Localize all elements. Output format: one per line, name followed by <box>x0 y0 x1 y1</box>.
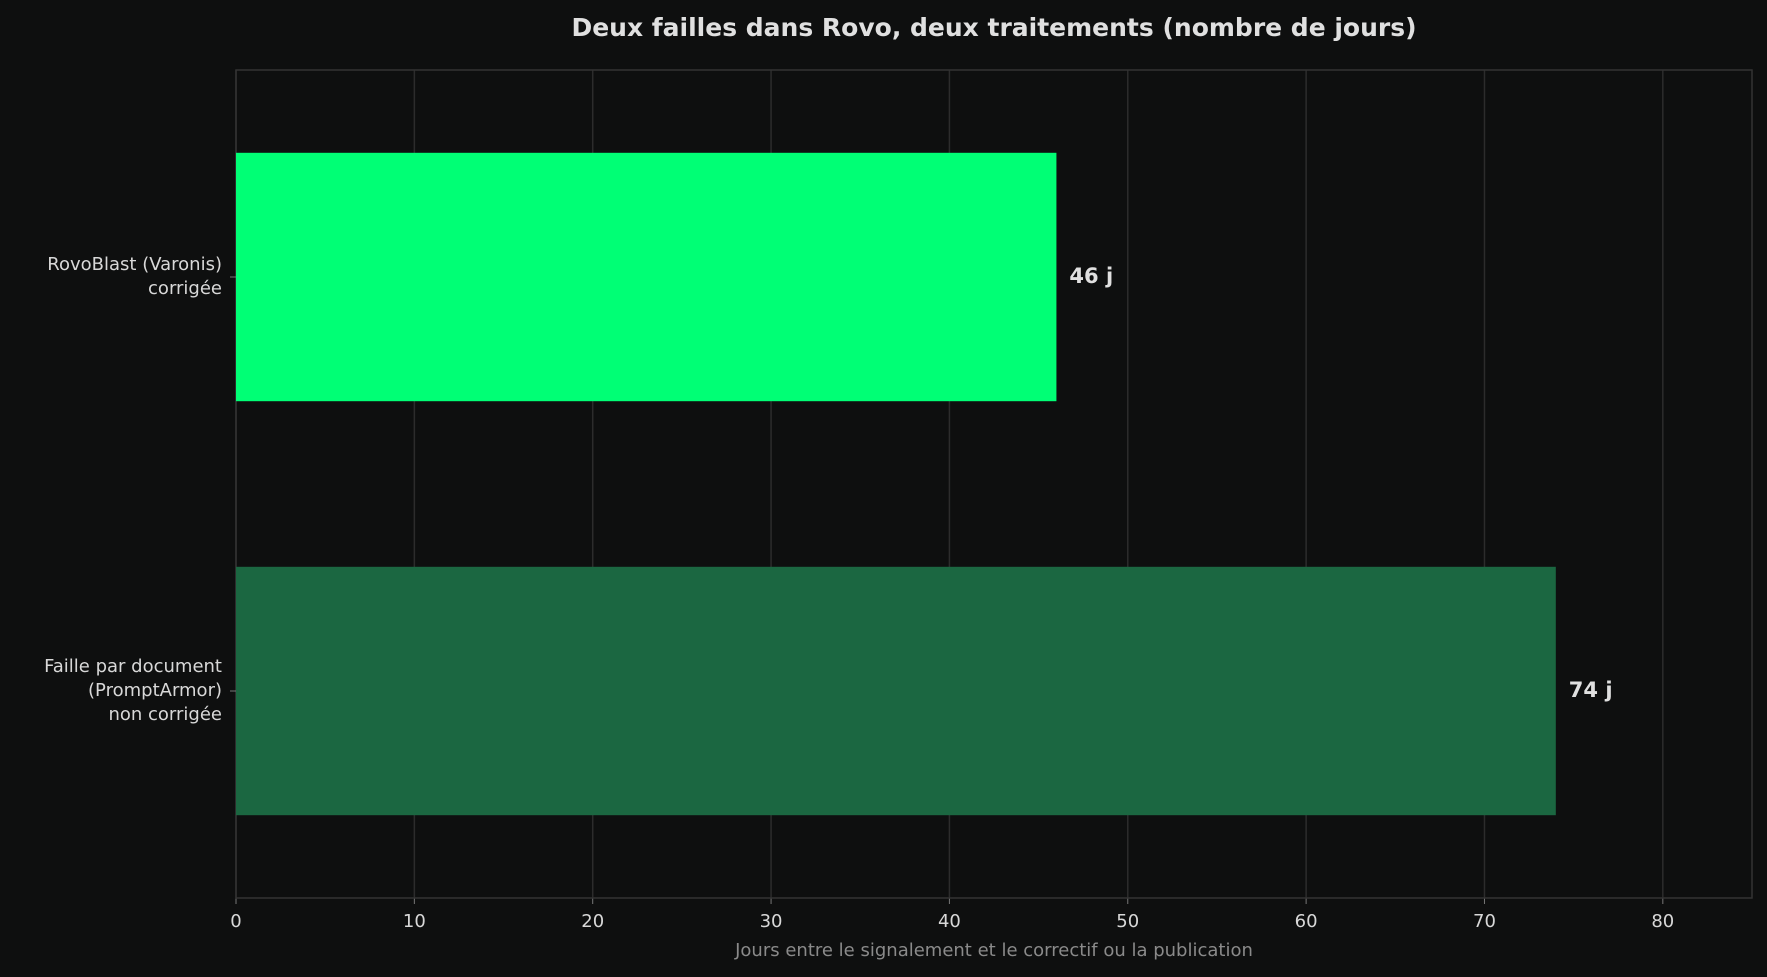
chart-title: Deux failles dans Rovo, deux traitements… <box>571 13 1416 42</box>
x-axis-label: Jours entre le signalement et le correct… <box>734 940 1253 961</box>
x-tick-label: 50 <box>1116 911 1139 932</box>
y-tick-label: Faille par document (PromptArmor) non corr… <box>44 656 222 725</box>
value-label: 46 j <box>1069 264 1113 288</box>
y-tick-label: RovoBlast (Varonis) corrigée <box>47 254 222 299</box>
x-tick-label: 60 <box>1295 911 1318 932</box>
x-tick-label: 10 <box>403 911 426 932</box>
x-tick-label: 0 <box>230 911 241 932</box>
plot-frame <box>235 69 1753 899</box>
y-tick-label-line: (PromptArmor) <box>88 680 222 701</box>
x-tick-label: 70 <box>1473 911 1496 932</box>
x-tick-label: 40 <box>938 911 961 932</box>
bar <box>236 566 1556 816</box>
bar <box>236 152 1057 402</box>
y-tick-label-line: Faille par document <box>44 656 222 677</box>
x-tick-label: 20 <box>581 911 604 932</box>
x-tick-label: 80 <box>1651 911 1674 932</box>
y-tick-label-line: RovoBlast (Varonis) <box>47 254 222 275</box>
y-tick-label-line: corrigée <box>148 278 222 299</box>
value-label: 74 j <box>1569 678 1613 702</box>
x-tick-label: 30 <box>760 911 783 932</box>
y-tick-label-line: non corrigée <box>108 704 222 725</box>
